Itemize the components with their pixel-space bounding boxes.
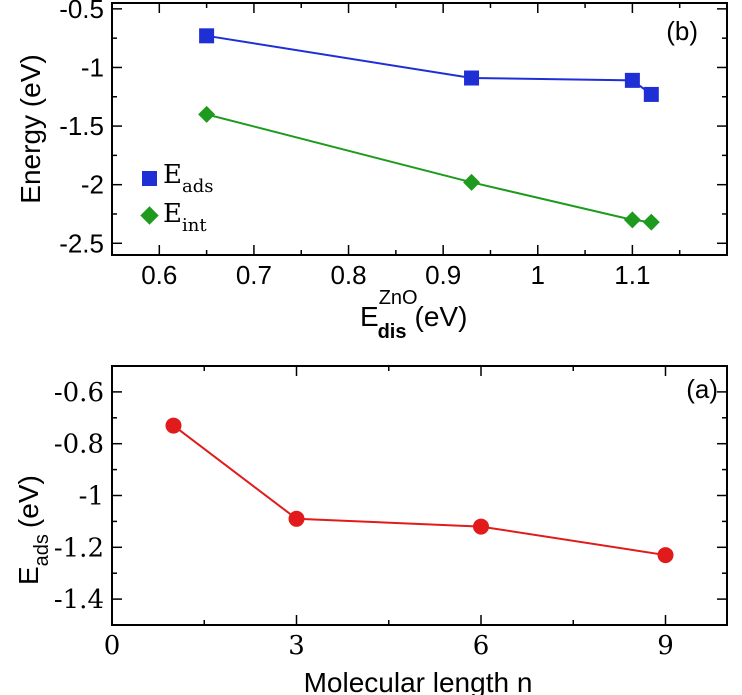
x-tick-label: 0 <box>104 631 121 661</box>
x-tick-label: 3 <box>288 631 305 661</box>
data-point-e-ads <box>464 70 480 86</box>
x-tick-label: 6 <box>473 631 490 661</box>
legend-label-e-int: Eint <box>163 199 207 236</box>
y-tick-label: -1 <box>79 482 104 512</box>
legend-e-ads-base: E <box>163 160 182 190</box>
data-point-e-ads <box>199 28 215 44</box>
panel-a-frame <box>111 365 728 626</box>
data-point-e-ads <box>473 518 489 535</box>
x-tick-label: 0.9 <box>425 260 461 290</box>
legend-e-ads-sub: ads <box>182 176 214 197</box>
series-line-e-ads <box>206 34 652 96</box>
y-tick-label: -1.4 <box>54 585 104 615</box>
panel-b-xlabel: EZnO dis (eV) <box>360 287 467 343</box>
data-point-e-ads <box>657 547 674 564</box>
data-point-e-int <box>463 173 481 191</box>
data-point-e-ads <box>288 510 305 527</box>
data-point-e-int <box>623 211 641 229</box>
panel-b-xlabel-base: E <box>360 301 379 332</box>
panel-a-ylabel-sub: ads <box>31 534 53 566</box>
y-tick-label: -1.2 <box>54 533 104 563</box>
y-tick-label: -0.6 <box>54 378 104 408</box>
panel-b-ylabel: Energy (eV) <box>15 54 46 203</box>
y-tick-label: -2 <box>81 170 104 200</box>
series-line-e-int <box>206 113 652 224</box>
x-tick-label: 0.6 <box>141 260 177 290</box>
panel-b: 0.6 0.7 0.8 0.9 1 1.1 -0.5 -1 -1.5 -2 -2.5 (b) Ene… <box>15 0 728 343</box>
x-tick-label: 1.1 <box>614 260 650 290</box>
data-point-e-ads <box>624 72 640 88</box>
y-tick-label: -2.5 <box>59 228 104 258</box>
panel-a-xlabel: Molecular length n <box>304 667 533 695</box>
panel-b-xlabel-sub: dis <box>378 321 407 343</box>
panel-a-ylabel: Eads (eV) <box>13 475 53 585</box>
panel-a: 0 3 6 9 -0.6 -0.8 -1 -1.2 -1.4 (a) Eads (eV) Mole… <box>13 365 728 695</box>
y-tick-label: -0.5 <box>59 0 104 24</box>
data-point-e-int <box>198 105 216 123</box>
panel-b-xlabel-unit: (eV) <box>415 301 468 332</box>
legend-marker-e-int <box>140 206 159 225</box>
legend-marker-e-ads <box>142 171 157 186</box>
series-line-e-ads <box>172 424 666 557</box>
panel-b-xlabel-sup: ZnO <box>379 287 418 309</box>
x-tick-label: 0.8 <box>330 260 366 290</box>
data-point-e-ads <box>643 86 659 102</box>
y-tick-label: -1.5 <box>59 111 104 141</box>
legend-label-e-ads: Eads <box>163 160 213 197</box>
panel-b-frame <box>111 2 728 256</box>
x-tick-label: 1 <box>531 260 545 290</box>
panel-a-label: (a) <box>686 374 718 404</box>
panel-a-ylabel-base: E <box>13 566 44 585</box>
panel-b-label: (b) <box>666 16 698 46</box>
y-tick-label: -1 <box>81 52 104 82</box>
x-tick-label: 9 <box>657 631 674 661</box>
data-point-e-int <box>642 213 660 231</box>
y-tick-label: -0.8 <box>54 430 104 460</box>
legend-e-int-base: E <box>163 199 182 229</box>
legend-e-int-sub: int <box>182 215 207 236</box>
panel-b-legend: Eads Eint <box>140 160 213 236</box>
x-tick-label: 0.7 <box>236 260 272 290</box>
data-point-e-ads <box>165 417 182 434</box>
panel-a-ylabel-unit: (eV) <box>13 475 44 528</box>
